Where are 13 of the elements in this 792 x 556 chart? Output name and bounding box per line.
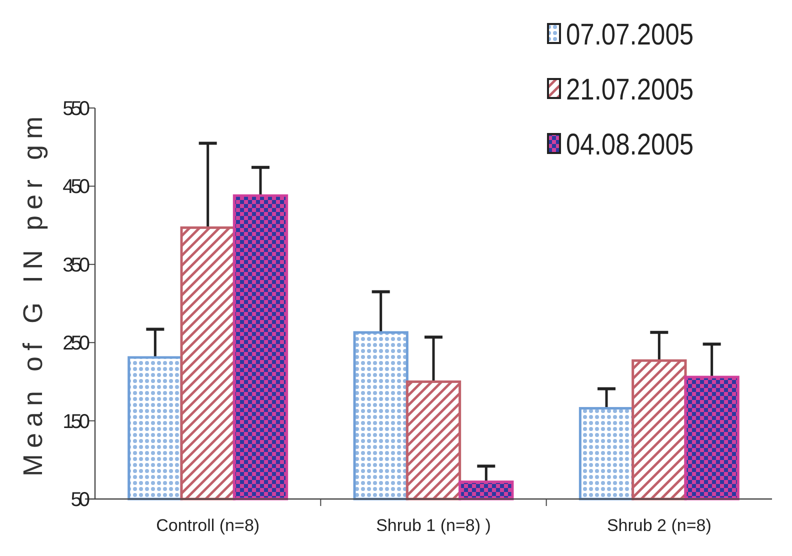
y-tick-label: 50 bbox=[70, 489, 90, 511]
x-tick-label: Controll (n=8) bbox=[156, 516, 260, 535]
y-tick-label: 350 bbox=[62, 254, 90, 276]
x-tick-label: Shrub 2 (n=8) bbox=[606, 516, 712, 535]
legend-label: 07.07.2005 bbox=[566, 18, 694, 51]
legend-label: 04.08.2005 bbox=[566, 128, 694, 161]
x-tick-label: Shrub 1 (n=8) ) bbox=[376, 516, 491, 535]
y-tick-label: 550 bbox=[62, 98, 90, 120]
y-axis-title: Mean of G IN per gm bbox=[18, 110, 48, 477]
y-tick-label: 250 bbox=[62, 332, 90, 355]
legend-label: 21.07.2005 bbox=[566, 72, 694, 106]
y-tick-label: 150 bbox=[62, 410, 90, 433]
y-tick-label: 450 bbox=[62, 176, 90, 198]
